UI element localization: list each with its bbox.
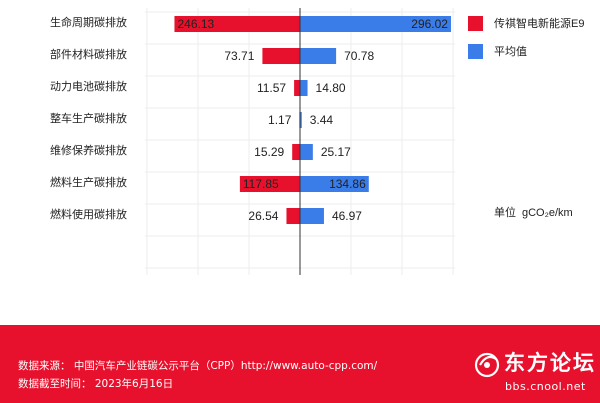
bar-right bbox=[300, 208, 324, 224]
bar-left bbox=[286, 208, 300, 224]
value-label-right: 296.02 bbox=[411, 17, 448, 31]
legend-label: 传祺智电新能源E9 bbox=[494, 16, 584, 30]
category-label: 燃料使用碳排放 bbox=[50, 207, 127, 221]
chart-labels: 生命周期碳排放 246.13 296.02 部件材料碳排放 73.71 70.78 动力电池… bbox=[50, 15, 448, 223]
value-label-left: 26.54 bbox=[248, 209, 278, 223]
value-label-right: 3.44 bbox=[310, 113, 334, 127]
bar-left bbox=[239, 176, 300, 192]
chart: 生命周期碳排放 246.13 296.02 部件材料碳排放 73.71 70.78 动力电池… bbox=[50, 8, 584, 275]
bar-right bbox=[300, 112, 302, 128]
value-label-left: 1.17 bbox=[268, 113, 292, 127]
footer: 数据来源： 中国汽车产业链碳公示平台（CPP）http://www.auto-c… bbox=[0, 325, 600, 403]
unit-value: gCO₂e/km bbox=[522, 207, 573, 219]
data-source-text: 数据来源： 中国汽车产业链碳公示平台（CPP）http://www.auto-c… bbox=[18, 360, 378, 372]
chart-legend: 传祺智电新能源E9 平均值 bbox=[468, 16, 584, 59]
category-label: 维修保养碳排放 bbox=[50, 143, 127, 157]
unit-label: 单位 bbox=[494, 205, 516, 219]
value-label-right: 46.97 bbox=[332, 209, 362, 223]
watermark-url: bbs.cnool.net bbox=[505, 380, 586, 393]
bar-right bbox=[300, 144, 313, 160]
legend-label: 平均值 bbox=[494, 45, 527, 58]
bar-left bbox=[292, 144, 300, 160]
value-label-right: 14.80 bbox=[316, 81, 346, 95]
watermark-mark-icon bbox=[474, 352, 500, 378]
bar-left bbox=[262, 48, 300, 64]
bar-right bbox=[300, 80, 308, 96]
value-label-right: 134.86 bbox=[329, 177, 366, 191]
value-label-right: 25.17 bbox=[321, 145, 351, 159]
category-label: 整车生产碳排放 bbox=[50, 111, 127, 125]
watermark-logo: 东方论坛 bbs.cnool.net bbox=[474, 347, 598, 399]
value-label-left: 73.71 bbox=[224, 49, 254, 63]
legend-swatch bbox=[468, 16, 483, 31]
chart-bars bbox=[174, 8, 451, 275]
value-label-left: 15.29 bbox=[254, 145, 284, 159]
data-date-text: 数据截至时间： 2023年6月16日 bbox=[18, 378, 174, 390]
bar-left bbox=[294, 80, 300, 96]
category-label: 生命周期碳排放 bbox=[50, 15, 127, 29]
category-label: 部件材料碳排放 bbox=[50, 47, 127, 61]
watermark-text: 东方论坛 bbox=[504, 351, 596, 375]
category-label: 燃料生产碳排放 bbox=[50, 175, 127, 189]
bar-left bbox=[174, 16, 300, 32]
value-label-left: 11.57 bbox=[257, 81, 286, 95]
bar-right bbox=[300, 176, 369, 192]
category-label: 动力电池碳排放 bbox=[50, 79, 127, 93]
value-label-left: 246.13 bbox=[177, 17, 214, 31]
value-label-left: 117.85 bbox=[243, 177, 279, 191]
bar-right bbox=[300, 48, 337, 64]
legend-swatch bbox=[468, 44, 483, 59]
bar-right bbox=[300, 16, 451, 32]
value-label-right: 70.78 bbox=[344, 49, 374, 63]
